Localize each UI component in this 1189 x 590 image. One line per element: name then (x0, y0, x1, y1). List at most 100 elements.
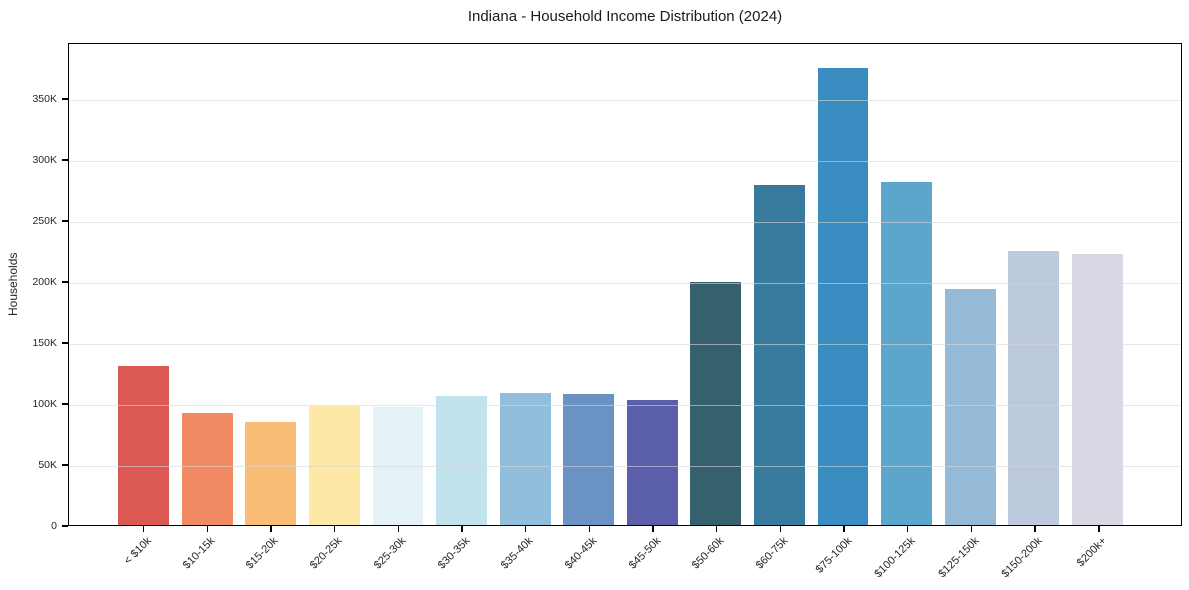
bar-slot (176, 44, 240, 525)
x-slot: $20-25k (302, 526, 366, 590)
x-slot: $75-100k (812, 526, 876, 590)
x-tick-label: $10-15k (180, 534, 218, 572)
bar-$75-100k (817, 68, 869, 525)
x-tick-mark (270, 526, 272, 532)
x-slot: < $10k (111, 526, 175, 590)
x-tick-label: $45-50k (626, 534, 663, 572)
x-slot: $10-15k (175, 526, 239, 590)
y-tick-label: 0 (51, 519, 57, 532)
chart-title: Indiana - Household Income Distribution … (467, 8, 783, 25)
bar-slot (1002, 44, 1066, 525)
x-tick-label: < $10k (121, 534, 154, 567)
x-axis: < $10k $10-15k $15-20k $20-25k $25-30k $30-35… (68, 526, 1182, 590)
bar-slot (239, 44, 303, 525)
bar-$125-150k (944, 289, 996, 525)
x-tick-mark (142, 526, 145, 532)
x-slot: $100-125k (872, 526, 939, 590)
x-tick-label: $100-125k (872, 534, 918, 581)
y-axis: 0 50K 100K 150K 200K 250K 300K 350K (0, 43, 68, 532)
x-slot: $35-40k (493, 526, 557, 590)
x-slot: $200k+ (1066, 526, 1130, 590)
x-tick-label: $30-35k (435, 534, 472, 572)
x-tick-label: $25-30k (371, 534, 409, 572)
x-slot: $50-60k (684, 526, 748, 590)
x-tick-label: $60-75k (753, 534, 791, 572)
x-tick-label: $35-40k (498, 534, 536, 572)
y-tick-label: 250K (32, 214, 57, 227)
y-tick-label: 50K (38, 458, 57, 471)
y-tick-label: 150K (32, 336, 57, 349)
x-tick-mark (970, 526, 973, 532)
x-tick-label: $20-25k (307, 534, 345, 572)
bar-slot (1065, 44, 1129, 525)
plot-area (68, 43, 1182, 526)
bar-slot (875, 44, 939, 525)
bar-slot (366, 44, 430, 525)
bar-slot (811, 44, 875, 525)
bar-slot (621, 44, 685, 525)
bar-slot (557, 44, 621, 525)
y-tick-mark (62, 98, 68, 100)
y-tick-mark (62, 159, 68, 161)
bar-slot (493, 44, 557, 525)
x-slot: $125-150k (936, 526, 1003, 590)
bar-$150-200k (1008, 250, 1060, 525)
x-slot: $150-200k (999, 526, 1067, 590)
x-slot: $60-75k (748, 526, 812, 590)
x-tick-label: $200k+ (1074, 534, 1109, 570)
bar-slot (684, 44, 748, 525)
x-tick-mark (524, 526, 527, 532)
x-tick-label: $50-60k (690, 534, 727, 572)
x-tick-label: $125-150k (936, 534, 982, 581)
bar-$45-50k (626, 399, 678, 525)
bar-$30-35k (436, 396, 488, 525)
bar-slot (112, 44, 176, 525)
x-tick-label: $75-100k (813, 534, 855, 576)
x-tick-mark (1034, 526, 1036, 532)
bar-slot (748, 44, 812, 525)
x-slot: $40-45k (557, 526, 621, 590)
y-tick-mark (62, 281, 68, 283)
x-slot: $45-50k (621, 526, 685, 590)
y-tick-label: 350K (32, 92, 57, 105)
x-tick-label: $150-200k (999, 534, 1046, 581)
x-tick-label: $15-20k (244, 534, 281, 572)
x-tick-mark (397, 526, 399, 532)
bar-$10-15k (181, 413, 233, 525)
x-slot: $25-30k (366, 526, 430, 590)
y-tick-mark (62, 464, 68, 466)
y-tick-mark (62, 342, 68, 344)
y-tick-mark (62, 220, 68, 222)
bar-$15-20k (245, 421, 297, 525)
x-slot: $15-20k (238, 526, 302, 590)
x-tick-mark (716, 526, 718, 532)
bar-$200k+ (1071, 254, 1123, 525)
bar-$20-25k (309, 405, 360, 525)
bar-$50-60k (690, 282, 742, 525)
bar-slot (303, 44, 367, 525)
bar-$25-30k (372, 407, 424, 525)
x-tick-mark (1098, 526, 1100, 532)
bar-$100-125k (881, 182, 932, 525)
x-slot: $30-35k (429, 526, 493, 590)
x-tick-label: $40-45k (562, 534, 600, 572)
y-tick-label: 300K (32, 153, 57, 166)
y-tick-mark (62, 403, 68, 405)
x-tick-mark (206, 526, 208, 532)
bar-slot (938, 44, 1002, 525)
bar-$40-45k (563, 393, 615, 525)
y-tick-label: 200K (32, 275, 57, 288)
x-tick-mark (779, 526, 782, 532)
bar-slot (430, 44, 494, 525)
x-tick-mark (843, 526, 845, 532)
y-tick-label: 100K (32, 397, 57, 410)
bar-$60-75k (753, 184, 805, 525)
x-tick-mark (907, 526, 909, 532)
bars-row (69, 44, 1181, 525)
x-tick-mark (652, 526, 654, 532)
x-tick-mark (333, 526, 336, 532)
bar-< $10k (118, 365, 170, 525)
x-tick-mark (588, 526, 591, 532)
bar-$35-40k (499, 392, 551, 525)
